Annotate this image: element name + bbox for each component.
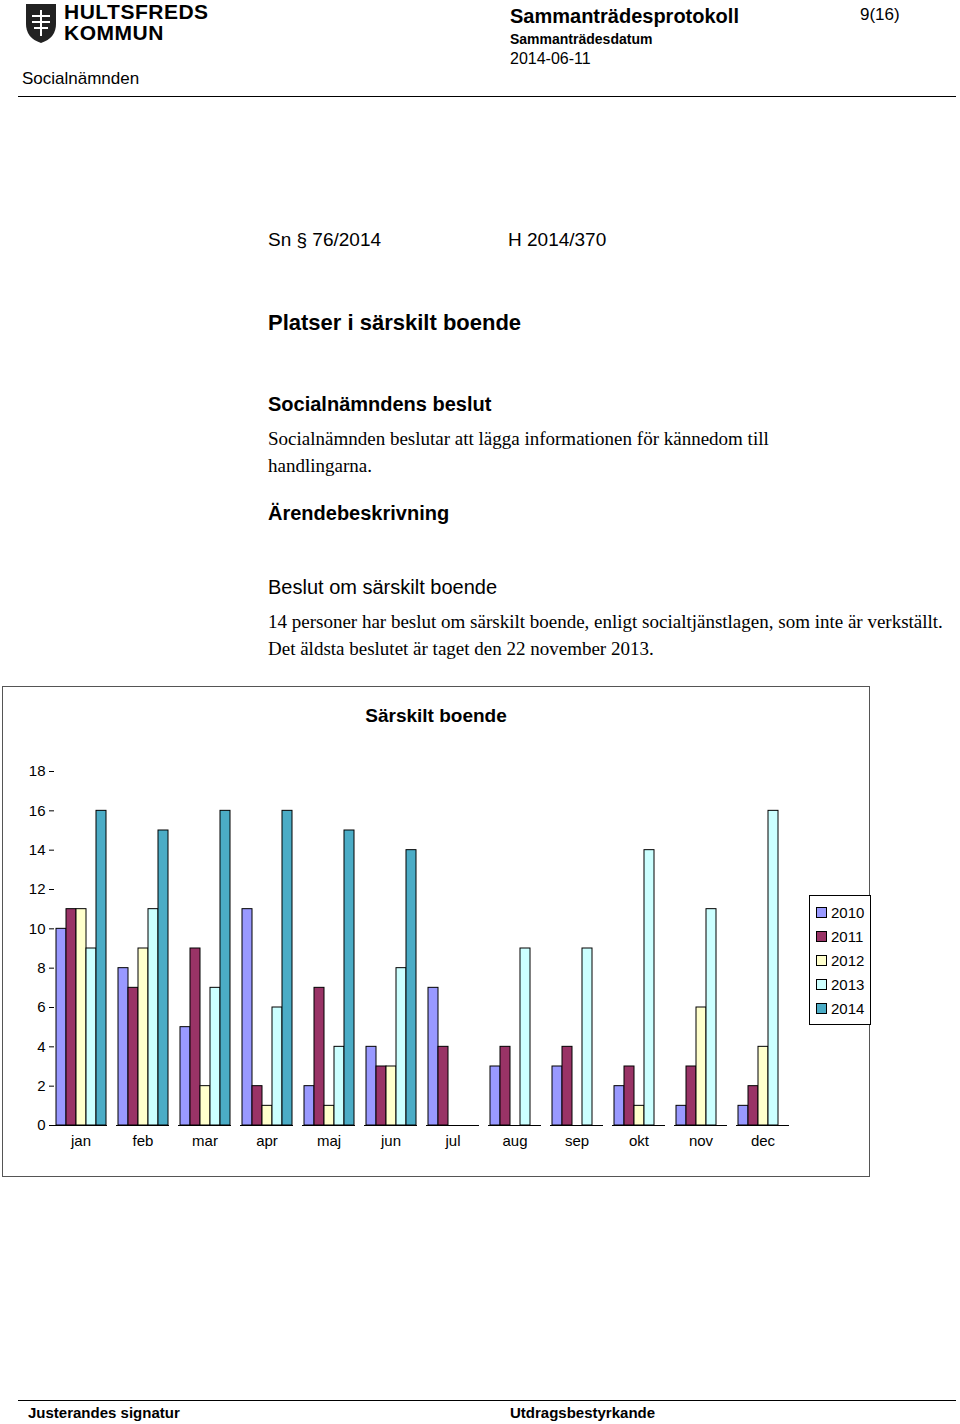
html-text:HULTSFREDS: HULTSFREDS — [64, 0, 209, 23]
html-text:2012: 2012 — [831, 951, 865, 969]
svg-text:4: 4 — [37, 1038, 45, 1055]
html-text:2010: 2010 — [831, 903, 865, 921]
svg-text:sep: sep — [565, 1132, 589, 1149]
html-text:Utdragsbestyrkande: Utdragsbestyrkande — [510, 1404, 656, 1421]
html-text:Platser i särskilt boende: Platser i särskilt boende — [268, 310, 522, 335]
svg-text:8: 8 — [37, 959, 45, 976]
html-text:Sammanträdesdatum: Sammanträdesdatum — [510, 31, 653, 47]
html-text:KOMMUN: KOMMUN — [64, 21, 164, 44]
svg-text:jun: jun — [380, 1132, 401, 1149]
svg-text:jul: jul — [444, 1132, 460, 1149]
svg-text:apr: apr — [256, 1132, 278, 1149]
svg-text:6: 6 — [37, 998, 45, 1015]
html-text:Socialnämnden: Socialnämnden — [22, 69, 140, 88]
html-text:Ärendebeskrivning: Ärendebeskrivning — [268, 502, 450, 524]
html-text:2014: 2014 — [831, 999, 865, 1017]
svg-text:2: 2 — [37, 1077, 45, 1094]
html-text:H 2014/370: H 2014/370 — [508, 229, 607, 250]
svg-text:12: 12 — [29, 880, 46, 897]
html-text:14 personer har beslut om särs: 14 personer har beslut om särskilt boend… — [268, 611, 943, 659]
svg-text:10: 10 — [29, 920, 46, 937]
html-text:2011: 2011 — [831, 927, 864, 945]
html-text:Särskilt boende: Särskilt boende — [365, 705, 507, 726]
svg-text:mar: mar — [192, 1132, 218, 1149]
html-text:Socialnämndens beslut: Socialnämndens beslut — [268, 393, 492, 415]
html-text:Socialnämnden beslutar att läg: Socialnämnden beslutar att lägga informa… — [268, 428, 769, 476]
html-text:Sn § 76/2014: Sn § 76/2014 — [268, 229, 381, 250]
svg-text:feb: feb — [133, 1132, 154, 1149]
html-text:2014-06-11: 2014-06-11 — [510, 50, 591, 67]
html-text:9(16): 9(16) — [860, 5, 900, 24]
html-text:Justerandes signatur: Justerandes signatur — [28, 1404, 180, 1421]
svg-text:18: 18 — [29, 762, 46, 779]
svg-text:jan: jan — [70, 1132, 91, 1149]
svg-text:14: 14 — [29, 841, 46, 858]
svg-text:0: 0 — [37, 1116, 45, 1133]
svg-text:nov: nov — [689, 1132, 714, 1149]
html-text:Sammanträdesprotokoll: Sammanträdesprotokoll — [510, 5, 739, 27]
svg-text:dec: dec — [751, 1132, 776, 1149]
html-text:Beslut om särskilt boende: Beslut om särskilt boende — [268, 576, 497, 598]
html-text:2013: 2013 — [831, 975, 865, 993]
svg-text:aug: aug — [502, 1132, 527, 1149]
svg-text:maj: maj — [317, 1132, 341, 1149]
svg-text:okt: okt — [629, 1132, 650, 1149]
svg-text:16: 16 — [29, 802, 46, 819]
